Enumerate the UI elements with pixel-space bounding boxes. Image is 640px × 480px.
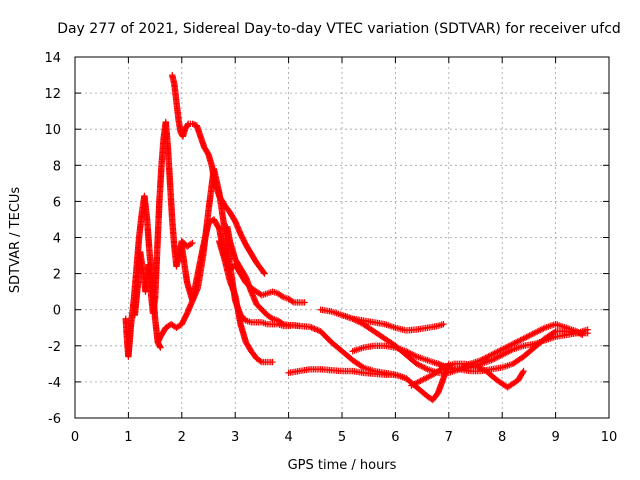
y-tick-label: -4 xyxy=(48,376,61,391)
y-tick-labels: -6 -4 -2 0 2 4 6 8 10 12 14 xyxy=(44,51,61,427)
data-point xyxy=(184,121,191,129)
y-tick-label: 14 xyxy=(44,51,61,66)
data-point xyxy=(440,320,447,328)
x-tick-label: 3 xyxy=(231,430,239,445)
x-tick-label: 9 xyxy=(551,430,559,445)
data-point xyxy=(261,270,268,277)
chart-title: Day 277 of 2021, Sidereal Day-to-day VTE… xyxy=(57,21,621,37)
data-point xyxy=(278,292,286,300)
data-point xyxy=(289,298,296,305)
series-trace-h xyxy=(285,366,410,382)
data-point xyxy=(257,357,264,365)
data-point xyxy=(278,320,286,327)
y-tick-label: 0 xyxy=(53,304,61,319)
x-tick-label: 6 xyxy=(391,430,399,445)
y-axis-label: SDTVAR / TECUs xyxy=(8,187,23,294)
data-point xyxy=(412,352,419,360)
data-point xyxy=(358,363,366,370)
y-tick-label: 8 xyxy=(53,159,61,174)
x-axis-label: GPS time / hours xyxy=(288,458,397,473)
y-tick-label: 6 xyxy=(53,195,61,210)
series-trace-m xyxy=(434,326,591,373)
series-trace-l xyxy=(408,360,527,391)
y-tick-label: 10 xyxy=(44,123,61,138)
x-tick-label: 1 xyxy=(124,430,132,445)
data-point xyxy=(306,323,314,331)
data-point xyxy=(157,344,164,351)
x-tick-label: 7 xyxy=(445,430,453,445)
series-trace-e xyxy=(178,165,303,330)
data-point xyxy=(540,325,547,332)
data-point xyxy=(189,239,196,247)
data-point xyxy=(269,358,276,366)
plot-frame xyxy=(74,56,610,419)
data-point xyxy=(520,367,527,375)
data-points xyxy=(122,71,591,404)
data-point xyxy=(519,368,527,376)
data-point xyxy=(312,326,320,333)
x-tick-labels: 0 1 2 3 4 5 6 7 8 9 10 xyxy=(71,430,617,445)
data-point xyxy=(584,326,591,333)
data-point xyxy=(309,324,317,332)
data-point xyxy=(268,314,275,322)
data-point xyxy=(190,121,198,128)
data-point xyxy=(422,365,430,372)
x-tick-label: 10 xyxy=(601,430,618,445)
x-tick-label: 5 xyxy=(338,430,346,445)
y-tick-label: -6 xyxy=(48,412,61,427)
data-point xyxy=(508,346,515,354)
series-trace-f xyxy=(215,237,276,366)
data-point xyxy=(189,120,196,127)
y-tick-label: 12 xyxy=(44,87,61,102)
data-point xyxy=(444,365,451,372)
data-point xyxy=(402,375,410,382)
x-tick-label: 2 xyxy=(178,430,186,445)
data-point xyxy=(311,325,318,332)
data-point xyxy=(187,240,195,248)
y-tick-label: 2 xyxy=(53,268,61,283)
data-point xyxy=(308,324,315,331)
x-tick-label: 4 xyxy=(284,430,292,445)
series-trace-j xyxy=(317,306,447,334)
series-trace-b xyxy=(131,118,196,319)
x-tick-label: 8 xyxy=(498,430,506,445)
x-tick-label: 0 xyxy=(71,430,79,445)
y-tick-label: -2 xyxy=(48,340,61,355)
data-point xyxy=(260,269,267,276)
data-point xyxy=(301,299,308,306)
data-point xyxy=(314,326,321,334)
y-tick-label: 4 xyxy=(53,232,61,247)
